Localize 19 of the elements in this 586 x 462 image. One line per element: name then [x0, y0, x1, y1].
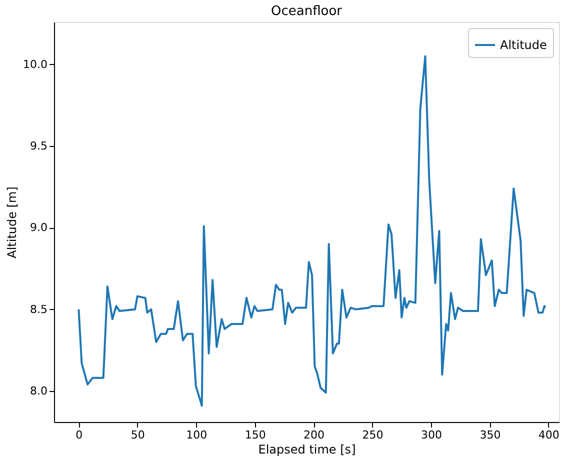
- y-tick-label: 10.0: [23, 58, 48, 71]
- y-tick-label: 9.5: [30, 140, 48, 153]
- chart-title: Oceanfloor: [270, 4, 343, 19]
- x-tick-label: 250: [362, 428, 384, 442]
- x-tick-label: 50: [130, 428, 145, 442]
- y-axis-title: Altitude [m]: [5, 186, 20, 258]
- y-tick-label: 9.0: [30, 221, 48, 234]
- x-tick-label: 300: [420, 428, 442, 442]
- x-tick-label: 0: [76, 428, 83, 442]
- y-tick-label: 8.0: [30, 384, 48, 398]
- line-series: [78, 55, 546, 407]
- x-tick-label: 150: [244, 428, 266, 442]
- x-axis-title: Elapsed time [s]: [258, 442, 356, 456]
- legend-label: Altitude: [500, 38, 547, 52]
- x-tick-label: 200: [304, 428, 325, 442]
- x-tick-label: 350: [480, 428, 501, 442]
- y-tick-label: 8.5: [30, 302, 48, 316]
- x-tick-label: 400: [538, 428, 560, 442]
- x-tick-label: 100: [186, 428, 208, 442]
